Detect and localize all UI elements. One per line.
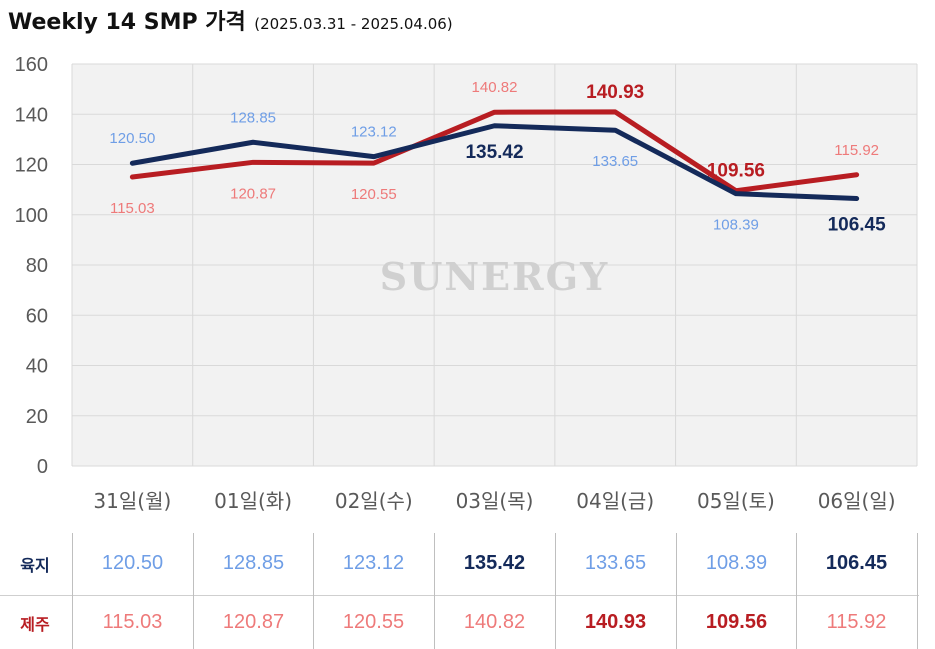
data-label: 128.85	[230, 109, 276, 126]
data-label: 108.39	[713, 217, 759, 234]
x-tick-label: 01일(화)	[214, 489, 292, 513]
y-tick-label: 160	[15, 54, 48, 76]
data-label: 115.03	[110, 200, 155, 217]
table-column-divider	[555, 533, 556, 649]
y-tick-label: 20	[26, 406, 48, 428]
x-tick-label: 04일(금)	[576, 489, 654, 513]
series-line-jeju	[129, 109, 860, 194]
table-row-label: 육지	[20, 555, 50, 575]
x-tick-label: 02일(수)	[335, 489, 413, 513]
data-label: 106.45	[828, 215, 887, 236]
grid-lines	[71, 63, 918, 467]
y-tick-label: 120	[15, 155, 48, 177]
table-cell: 133.65	[584, 552, 647, 574]
table-cell: 135.42	[463, 552, 526, 574]
series-line-inland	[129, 123, 860, 202]
x-tick-label: 31일(월)	[93, 489, 171, 513]
watermark: SUNERGY	[380, 254, 609, 299]
table-column-divider	[193, 533, 194, 649]
data-label: 140.82	[472, 79, 518, 96]
data-label: 133.65	[592, 153, 638, 170]
data-label: 135.42	[465, 142, 523, 163]
table-cell: 109.56	[705, 611, 768, 633]
table-column-divider	[72, 533, 73, 649]
y-tick-label: 140	[15, 104, 48, 126]
table-column-divider	[796, 533, 797, 649]
table-cell: 108.39	[705, 552, 768, 574]
table-row-divider	[0, 595, 919, 596]
x-tick-label: 06일(일)	[818, 489, 896, 513]
y-tick-label: 60	[26, 305, 48, 327]
table-column-divider	[917, 533, 918, 649]
y-tick-label: 100	[15, 205, 48, 227]
table-cell: 115.92	[826, 611, 887, 633]
table-cell: 106.45	[825, 552, 888, 574]
y-tick-label: 40	[26, 356, 48, 378]
y-tick-label: 80	[26, 255, 48, 277]
data-label: 120.87	[230, 185, 276, 202]
table-column-divider	[434, 533, 435, 649]
table-cell: 140.82	[463, 611, 526, 633]
y-axis-ticks: 0 20 40 60 80 100 120 140 160	[15, 54, 48, 478]
data-label: 109.56	[707, 161, 765, 182]
chart-subtitle: (2025.03.31 - 2025.04.06)	[254, 15, 453, 33]
table-cell: 120.55	[342, 611, 405, 633]
table-cell: 140.93	[584, 611, 647, 633]
x-tick-label: 05일(토)	[697, 489, 775, 513]
series-lines	[129, 109, 860, 202]
table-column-divider	[676, 533, 677, 649]
table-cell: 120.50	[101, 552, 164, 574]
data-labels: 120.50 128.85 123.12 135.42 133.65 108.39 106.…	[109, 79, 886, 235]
table-cell: 115.03	[102, 611, 163, 633]
chart-title-block: Weekly 14 SMP 가격 (2025.03.31 - 2025.04.0…	[8, 4, 453, 38]
x-axis-ticks: 31일(월) 01일(화) 02일(수) 03일(목) 04일(금) 05일(토) 06일(…	[93, 489, 895, 513]
data-label: 123.12	[351, 124, 397, 141]
data-label: 120.55	[351, 186, 397, 203]
data-label: 115.92	[834, 142, 879, 159]
table-row-label: 제주	[20, 614, 50, 634]
table-cell: 120.87	[222, 611, 285, 633]
y-tick-label: 0	[37, 456, 48, 478]
data-label: 140.93	[586, 82, 644, 103]
data-label: 120.50	[109, 130, 155, 147]
x-tick-label: 03일(목)	[456, 489, 534, 513]
table-cell: 128.85	[222, 552, 285, 574]
table-cell: 123.12	[342, 552, 405, 574]
table-column-divider	[313, 533, 314, 649]
chart-title: Weekly 14 SMP 가격	[8, 10, 246, 35]
